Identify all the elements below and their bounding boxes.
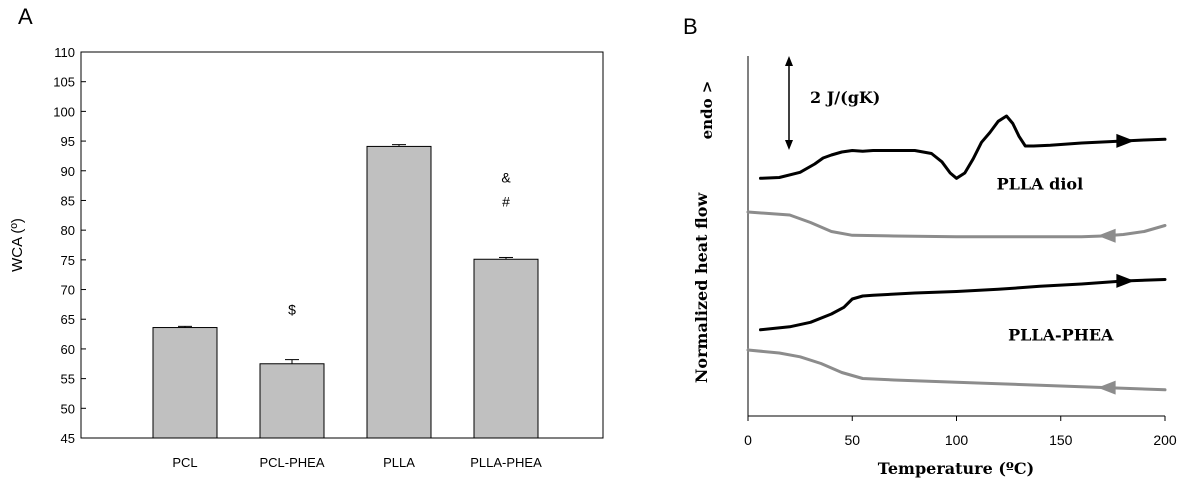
dsc-curve — [759, 114, 1167, 180]
panel-b-label: B — [683, 14, 698, 39]
y-tick-label: 45 — [61, 431, 75, 446]
bars-a — [152, 144, 539, 439]
y-tick-label: 75 — [61, 253, 75, 268]
bar — [366, 145, 432, 439]
y-tick-label: 90 — [61, 164, 75, 179]
scale-bar-label: 2 J/(gK) — [810, 88, 880, 107]
scale-bar-arrow-down — [785, 140, 793, 150]
y-tick-label: 110 — [54, 45, 75, 60]
x-tick-label: 150 — [1049, 432, 1073, 448]
x-axis-b: 0 50 100 150 200 — [744, 416, 1177, 448]
y-tick-label: 100 — [53, 104, 75, 119]
y-axis-a: 45 50 55 60 65 70 75 80 85 90 95 100 105 110 — [53, 45, 86, 446]
scale-bar-arrow-up — [785, 56, 793, 66]
y-tick-label: 70 — [61, 283, 75, 298]
x-tick-label: 0 — [744, 432, 752, 448]
x-tick-label: PLLA-PHEA — [470, 455, 542, 470]
curve-labels-b: PLLA diol PLLA-PHEA — [997, 175, 1114, 345]
x-tick-label: 100 — [945, 432, 969, 448]
x-tick-label: 50 — [844, 432, 860, 448]
dsc-curve — [759, 278, 1167, 332]
x-tick-label: PLLA — [383, 455, 415, 470]
significance-marker: # — [502, 193, 510, 209]
curve-label: PLLA diol — [997, 175, 1084, 194]
y-tick-label: 55 — [61, 372, 75, 387]
bar — [473, 258, 539, 439]
direction-arrow — [1097, 380, 1116, 395]
dsc-curve — [746, 210, 1167, 239]
x-tick-label: PCL — [172, 455, 197, 470]
dsc-curve — [746, 348, 1167, 392]
y-tick-label: 50 — [61, 401, 75, 416]
significance-marker: & — [501, 170, 511, 186]
dsc-chart-panel-b: 0 50 100 150 200 PLLA diol PLLA-PHEA 2 J/(gK)… — [692, 56, 1177, 478]
x-axis-title-b: Temperature (ºC) — [878, 459, 1034, 478]
y-axis-title-b: Normalized heat flow — [692, 192, 711, 384]
direction-arrow — [1116, 133, 1135, 148]
bar — [259, 363, 325, 439]
x-tick-label: 200 — [1153, 432, 1177, 448]
plot-frame-a — [80, 51, 604, 439]
curve-label: PLLA-PHEA — [1008, 325, 1114, 344]
significance-marker: $ — [288, 301, 296, 317]
endo-label: endo > — [698, 81, 716, 140]
annotations-a: $ & # — [288, 170, 511, 318]
y-tick-label: 80 — [61, 223, 75, 238]
y-tick-label: 95 — [61, 134, 75, 149]
y-tick-label: 65 — [61, 312, 75, 327]
y-tick-label: 60 — [61, 342, 75, 357]
bar — [152, 327, 218, 439]
direction-arrow — [1116, 273, 1135, 288]
direction-arrow — [1097, 228, 1116, 243]
x-axis-a: PCL PCL-PHEA PLLA PLLA-PHEA — [172, 455, 542, 470]
panel-a-label: A — [18, 4, 33, 29]
y-axis-title-a: WCA (º) — [9, 218, 26, 272]
curves-b — [746, 114, 1167, 395]
y-tick-label: 105 — [53, 75, 75, 90]
bar-chart-panel-a: 45 50 55 60 65 70 75 80 85 90 95 100 105 110 PCL PCL-P… — [9, 45, 604, 470]
y-tick-label: 85 — [61, 193, 75, 208]
x-tick-label: PCL-PHEA — [259, 455, 324, 470]
